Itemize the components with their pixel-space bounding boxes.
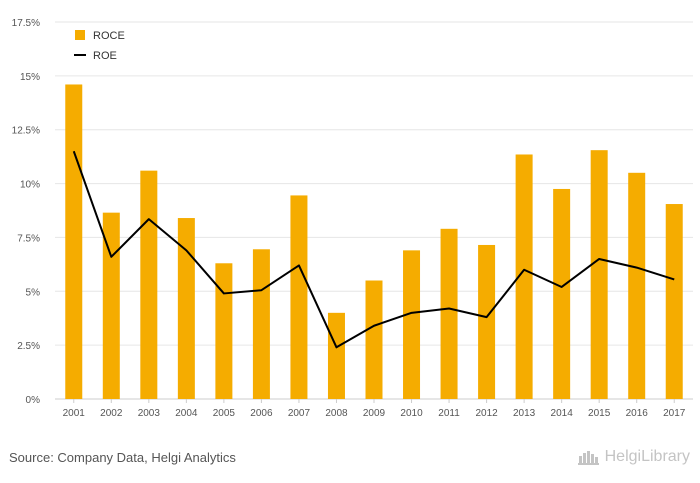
x-tick-label: 2004: [175, 408, 198, 419]
legend: ROCE ROE: [74, 30, 125, 62]
x-tick-label: 2001: [63, 408, 86, 419]
y-tick-label: 0%: [26, 395, 41, 406]
roce-roe-chart: 0%2.5%5%7.5%10%12.5%15%17.5% 2001 2002 200…: [12, 18, 693, 419]
roce-bar: [590, 150, 608, 399]
y-tick-label: 17.5%: [12, 18, 40, 29]
x-tick-label: 2005: [213, 408, 236, 419]
x-tick-label: 2015: [588, 408, 611, 419]
y-tick-label: 2.5%: [17, 341, 40, 352]
roce-bar: [252, 249, 270, 399]
roce-bar: [140, 170, 158, 399]
x-tick-label: 2008: [325, 408, 348, 419]
roce-bar: [440, 228, 458, 399]
x-tick-label: 2010: [400, 408, 423, 419]
source-note: Source: Company Data, Helgi Analytics: [9, 450, 236, 465]
x-tick-label: 2002: [100, 408, 123, 419]
roce-bar: [65, 84, 83, 399]
helgi-library-icon: [577, 451, 599, 465]
y-tick-label: 10%: [20, 180, 40, 191]
roce-bar: [515, 154, 533, 399]
roce-bar: [628, 172, 646, 399]
y-tick-label: 7.5%: [17, 233, 40, 244]
y-tick-label: 5%: [26, 287, 41, 298]
roe-line-group: [72, 150, 675, 349]
x-tick-label: 2016: [626, 408, 649, 419]
roce-bar: [177, 218, 195, 399]
brand-logo: HelgiLibrary: [577, 448, 690, 466]
legend-roce-swatch: [75, 30, 85, 40]
x-tick-label: 2017: [663, 408, 686, 419]
x-tick-label: 2012: [475, 408, 498, 419]
roce-bar: [102, 212, 120, 399]
roce-bar: [290, 195, 308, 399]
legend-roce-label: ROCE: [93, 30, 125, 42]
x-tick-label: 2007: [288, 408, 311, 419]
x-tick-label: 2003: [138, 408, 161, 419]
y-tick-label: 12.5%: [12, 126, 40, 137]
roce-bar: [403, 250, 421, 399]
x-tick-label: 2013: [513, 408, 536, 419]
x-tick-label: 2014: [551, 408, 574, 419]
y-tick-label: 15%: [20, 72, 40, 83]
x-axis: 2001 2002 2003 2004 2005 2006 2007 2008 2009 2010…: [63, 399, 686, 419]
x-tick-label: 2006: [250, 408, 273, 419]
roce-bars: [65, 84, 683, 399]
x-tick-label: 2009: [363, 408, 386, 419]
roce-bar: [215, 263, 233, 399]
brand-name: HelgiLibrary: [604, 448, 690, 465]
x-tick-label: 2011: [438, 408, 460, 419]
roce-bar: [553, 188, 571, 399]
legend-roe-label: ROE: [93, 50, 117, 62]
roce-bar: [478, 244, 496, 399]
roce-bar: [327, 312, 345, 399]
roce-bar: [365, 280, 383, 399]
y-axis: 0% 2.5% 5% 7.5% 10% 12.5% 15% 17.5%: [12, 18, 40, 406]
roce-bar: [665, 204, 683, 399]
